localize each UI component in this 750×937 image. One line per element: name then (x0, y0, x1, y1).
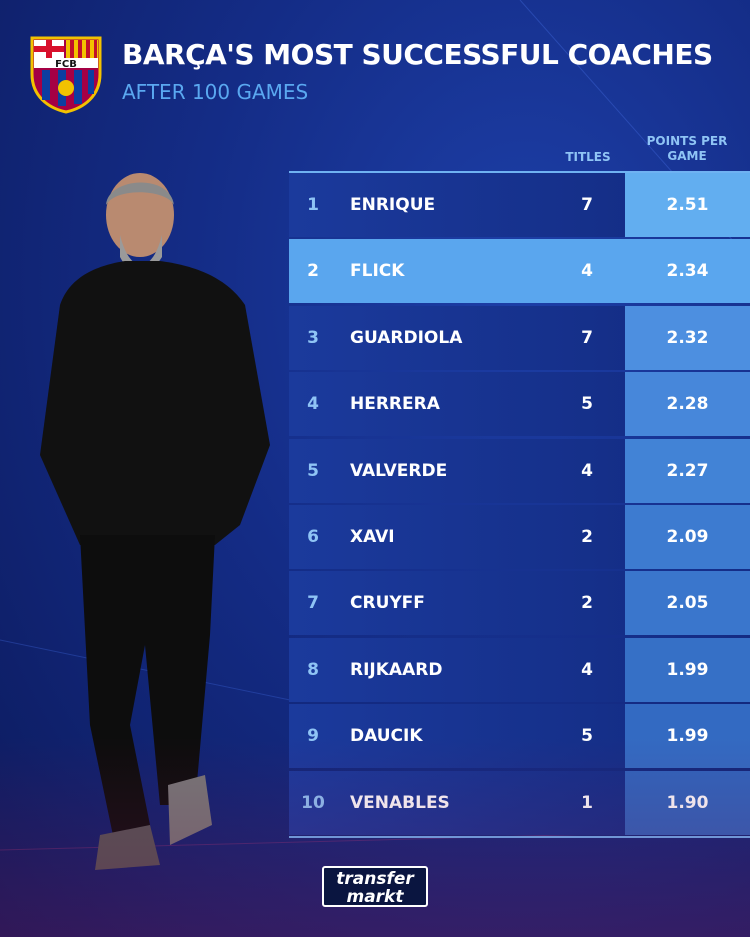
coach-name: ENRIQUE (350, 195, 436, 215)
rank: 9 (307, 726, 319, 747)
titles: 2 (581, 593, 593, 614)
table-top-rule (289, 171, 750, 173)
column-header: TITLES (565, 150, 611, 164)
column-header: POINTS PER GAME (646, 134, 728, 163)
table-row: 8 RIJKAARD 4 1.99 (289, 637, 750, 702)
rank: 10 (301, 792, 325, 813)
rank: 6 (307, 527, 319, 547)
logo-text: markt (346, 887, 404, 907)
coach-name: DAUCIK (350, 726, 423, 747)
coach-name: VENABLES (350, 792, 450, 813)
points-per-game: 2.34 (666, 261, 709, 282)
points-per-game: 2.28 (625, 372, 750, 437)
rank: 7 (307, 593, 319, 614)
coach-name: CRUYFF (350, 593, 425, 614)
titles: 4 (581, 460, 593, 481)
points-per-game: 1.90 (625, 770, 750, 835)
table-row: 2 FLICK 4 2.34 (289, 239, 750, 304)
title: BARÇA'S MOST SUCCESSFUL COACHES (122, 38, 713, 71)
rank: 2 (307, 261, 319, 282)
footer-logo: transfer markt (322, 866, 428, 907)
table-row: 6 XAVI 2 2.09 (289, 505, 750, 569)
rank: 8 (307, 659, 319, 680)
logo-text: transfer (336, 869, 414, 889)
subtitle: AFTER 100 GAMES (122, 80, 309, 104)
table-bottom-rule (289, 836, 750, 838)
rank: 1 (307, 195, 319, 215)
titles: 7 (581, 195, 593, 215)
titles: 7 (581, 327, 593, 348)
coach-name: FLICK (350, 261, 405, 282)
crest-text: FCB (55, 59, 77, 70)
titles: 5 (581, 726, 593, 747)
points-per-game: 2.05 (625, 571, 750, 636)
table-row: 4 HERRERA 5 2.28 (289, 372, 750, 437)
table-row: 5 VALVERDE 4 2.27 (289, 438, 750, 503)
coach-name: VALVERDE (350, 460, 448, 481)
coach-name: XAVI (350, 527, 395, 547)
rank: 5 (307, 460, 319, 481)
points-per-game: 2.09 (625, 505, 750, 569)
coach-name: HERRERA (350, 394, 440, 415)
points-per-game: 1.99 (625, 704, 750, 769)
titles: 5 (581, 394, 593, 415)
rank: 3 (307, 327, 319, 348)
table-row: 10 VENABLES 1 1.90 (289, 770, 750, 835)
coach-name: GUARDIOLA (350, 327, 463, 348)
points-per-game: 2.27 (625, 438, 750, 503)
titles: 4 (581, 261, 593, 282)
table-row: 3 GUARDIOLA 7 2.32 (289, 305, 750, 370)
titles: 2 (581, 527, 593, 547)
rank: 4 (307, 394, 319, 415)
table-row: 7 CRUYFF 2 2.05 (289, 571, 750, 636)
table-row: 1 ENRIQUE 7 2.51 (289, 173, 750, 237)
coach-name: RIJKAARD (350, 659, 443, 680)
points-per-game: 2.32 (625, 305, 750, 370)
points-per-game: 1.99 (625, 637, 750, 702)
points-per-game: 2.51 (625, 173, 750, 237)
coach-photo (40, 173, 270, 870)
titles: 1 (581, 792, 593, 813)
titles: 4 (581, 659, 593, 680)
table-row: 9 DAUCIK 5 1.99 (289, 704, 750, 769)
crest: FCB (30, 36, 102, 114)
